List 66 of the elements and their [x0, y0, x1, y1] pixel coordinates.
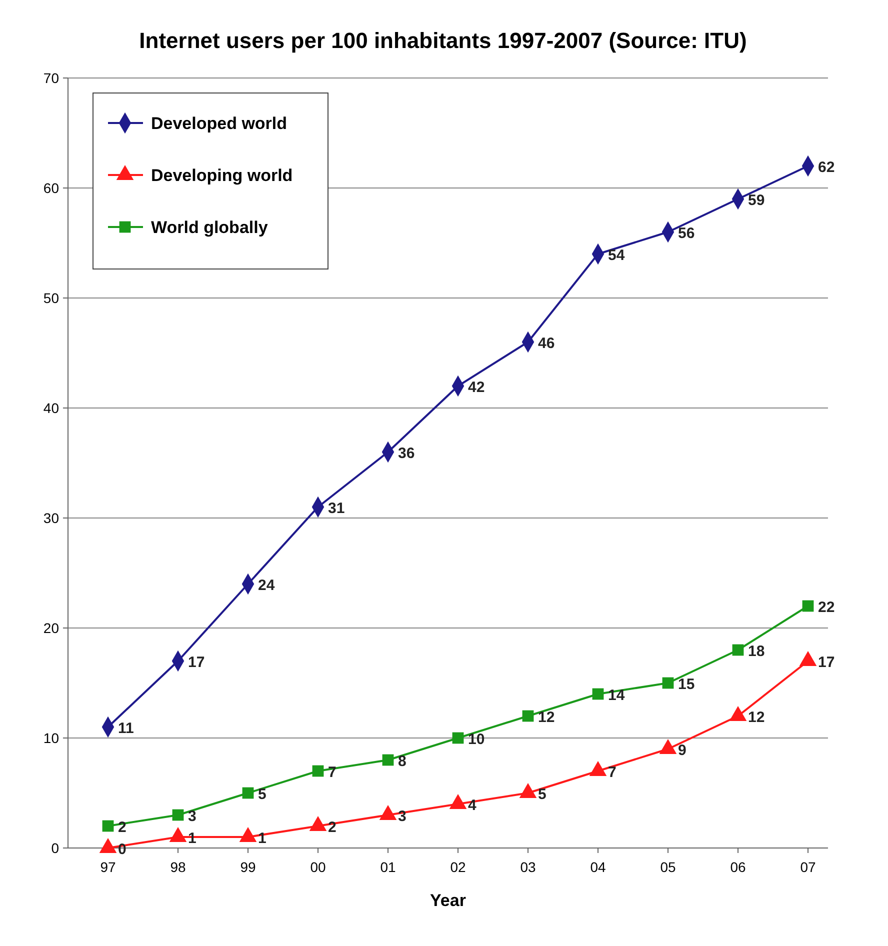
point — [102, 820, 114, 832]
legend-label: Developing world — [151, 166, 293, 185]
y-tick-label: 50 — [43, 290, 60, 306]
x-tick-label: 03 — [520, 859, 536, 875]
x-tick-label: 97 — [100, 859, 116, 875]
point — [732, 644, 744, 656]
point — [592, 688, 604, 700]
data-label: 22 — [818, 599, 835, 616]
data-label: 17 — [818, 654, 835, 671]
data-label: 2 — [328, 819, 336, 836]
point — [662, 677, 674, 689]
point — [452, 732, 464, 744]
data-label: 31 — [328, 500, 345, 517]
x-axis-title: Year — [430, 891, 466, 910]
data-label: 12 — [538, 709, 555, 726]
x-tick-label: 01 — [380, 859, 396, 875]
data-label: 8 — [398, 753, 406, 770]
point — [172, 809, 184, 821]
data-label: 5 — [538, 786, 546, 803]
y-tick-label: 10 — [43, 730, 60, 746]
data-label: 59 — [748, 192, 765, 209]
point — [242, 787, 254, 799]
data-label: 46 — [538, 335, 555, 352]
y-tick-label: 20 — [43, 620, 60, 636]
y-tick-label: 60 — [43, 180, 60, 196]
data-label: 15 — [678, 676, 695, 693]
legend-label: World globally — [151, 218, 268, 237]
data-label: 7 — [608, 764, 616, 781]
data-label: 14 — [608, 687, 626, 704]
point — [802, 600, 814, 612]
x-tick-label: 06 — [730, 859, 746, 875]
y-tick-label: 70 — [43, 70, 60, 86]
data-label: 7 — [328, 764, 336, 781]
point — [382, 754, 394, 766]
data-label: 1 — [258, 830, 266, 847]
data-label: 12 — [748, 709, 765, 726]
data-label: 18 — [748, 643, 765, 660]
x-tick-label: 00 — [310, 859, 326, 875]
x-tick-label: 07 — [800, 859, 816, 875]
data-label: 9 — [678, 742, 686, 759]
data-label: 3 — [398, 808, 406, 825]
data-label: 3 — [188, 808, 196, 825]
x-tick-label: 04 — [590, 859, 606, 875]
data-label: 54 — [608, 247, 626, 264]
legend-label: Developed world — [151, 114, 288, 133]
point — [312, 765, 324, 777]
y-tick-label: 0 — [51, 840, 60, 856]
data-label: 56 — [678, 225, 695, 242]
y-tick-label: 30 — [43, 510, 60, 526]
data-label: 4 — [468, 797, 477, 814]
data-label: 17 — [188, 654, 205, 671]
data-label: 11 — [118, 720, 134, 737]
data-label: 36 — [398, 445, 415, 462]
data-label: 62 — [818, 159, 835, 176]
point — [522, 710, 534, 722]
data-label: 2 — [118, 819, 126, 836]
chart-title: Internet users per 100 inhabitants 1997-2007 (Source: ITU) — [139, 28, 747, 53]
x-tick-label: 02 — [450, 859, 466, 875]
x-tick-label: 98 — [170, 859, 186, 875]
x-tick-label: 05 — [660, 859, 676, 875]
data-label: 10 — [468, 731, 485, 748]
x-tick-label: 99 — [240, 859, 256, 875]
data-label: 24 — [258, 577, 276, 594]
data-label: 5 — [258, 786, 266, 803]
data-label: 42 — [468, 379, 485, 396]
y-tick-label: 40 — [43, 400, 60, 416]
